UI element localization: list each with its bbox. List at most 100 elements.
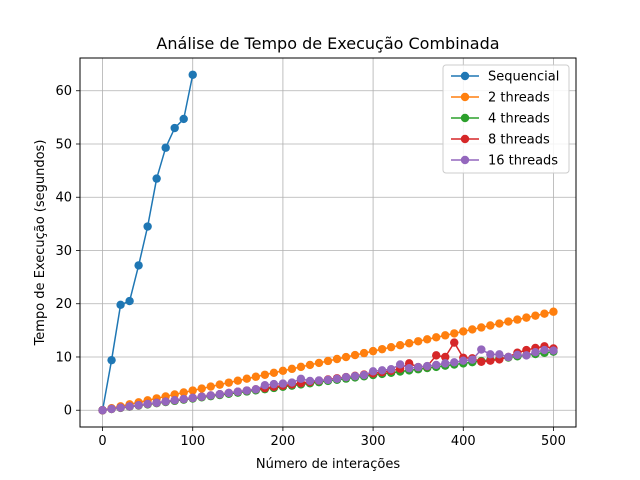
- data-point: [125, 296, 134, 306]
- data-point: [377, 344, 387, 354]
- y-axis-title: Tempo de Execução (segundos): [33, 140, 48, 347]
- data-point: [269, 379, 279, 389]
- legend-marker: [460, 92, 470, 102]
- legend-item: 8 threads: [451, 133, 550, 148]
- data-point: [260, 370, 270, 379]
- series-16-threads: [98, 345, 558, 415]
- data-point: [531, 311, 540, 320]
- grid-lines: [80, 58, 576, 427]
- legend-item: Sequencial: [451, 70, 559, 85]
- data-point: [477, 357, 486, 366]
- data-point: [125, 402, 134, 411]
- series-area: [98, 70, 558, 415]
- legend-label: 2 threads: [488, 91, 550, 106]
- data-point: [143, 399, 152, 409]
- legend-item: 16 threads: [451, 154, 558, 169]
- data-point: [395, 341, 405, 350]
- data-point: [395, 360, 405, 369]
- data-point: [486, 321, 495, 330]
- data-point: [287, 378, 297, 387]
- data-point: [170, 396, 179, 405]
- data-point: [197, 392, 206, 401]
- data-point: [296, 362, 306, 372]
- data-point: [468, 355, 477, 364]
- chart-title: Análise de Tempo de Execução Combinada: [156, 34, 499, 53]
- data-point: [287, 364, 297, 374]
- data-point: [432, 351, 441, 360]
- data-point: [179, 114, 188, 124]
- data-point: [206, 391, 215, 400]
- legend-marker: [460, 134, 470, 144]
- data-point: [233, 376, 243, 385]
- data-point: [188, 386, 197, 395]
- legend-marker: [460, 113, 470, 123]
- data-point: [98, 406, 107, 415]
- data-point: [197, 384, 206, 393]
- legend-marker: [460, 155, 470, 165]
- data-point: [468, 325, 477, 334]
- data-point: [134, 400, 143, 410]
- data-point: [332, 374, 342, 384]
- data-point: [143, 222, 152, 231]
- data-point: [549, 307, 558, 316]
- data-point: [251, 372, 261, 381]
- data-point: [540, 345, 549, 355]
- legend: Sequencial 2 threads 4 threads 8 threads 16 …: [442, 64, 570, 174]
- data-point: [441, 359, 450, 368]
- data-point: [161, 397, 170, 406]
- data-point: [152, 174, 161, 183]
- data-point: [549, 346, 558, 355]
- data-point: [179, 388, 188, 397]
- legend-item: 2 threads: [451, 91, 550, 106]
- data-point: [233, 387, 243, 396]
- x-tick-label: 400: [451, 434, 476, 449]
- y-tick-label: 0: [64, 404, 72, 419]
- data-point: [341, 373, 351, 382]
- data-point: [260, 381, 270, 390]
- data-point: [386, 365, 396, 374]
- data-point: [134, 261, 143, 270]
- y-tick-label: 30: [55, 244, 72, 259]
- data-point: [242, 386, 252, 395]
- legend-label: 4 threads: [488, 112, 550, 127]
- data-point: [170, 123, 179, 133]
- y-tick-label: 40: [55, 191, 72, 206]
- data-point: [215, 390, 224, 399]
- data-point: [504, 317, 513, 326]
- data-point: [423, 361, 432, 371]
- data-point: [522, 313, 531, 322]
- x-axis-title: Número de interações: [256, 457, 401, 472]
- data-point: [377, 366, 387, 375]
- data-point: [224, 378, 233, 387]
- data-point: [314, 358, 324, 368]
- y-tick-label: 10: [55, 350, 72, 365]
- data-point: [107, 404, 116, 414]
- data-point: [432, 333, 441, 342]
- data-point: [495, 319, 504, 328]
- data-point: [504, 352, 513, 362]
- data-point: [386, 342, 396, 352]
- data-point: [495, 350, 504, 359]
- axis-ticks: 0 100 200 300 400 500 0 10 20 30 40 50 60: [55, 84, 565, 449]
- legend-label: 8 threads: [488, 133, 550, 148]
- data-point: [251, 385, 261, 394]
- data-point: [332, 354, 342, 364]
- data-point: [116, 403, 125, 412]
- y-tick-label: 60: [55, 84, 72, 99]
- data-point: [206, 382, 215, 391]
- data-point: [441, 331, 450, 340]
- data-point: [215, 380, 224, 389]
- data-point: [413, 362, 423, 372]
- data-point: [368, 367, 378, 376]
- data-point: [441, 352, 450, 362]
- x-tick-label: 300: [361, 434, 386, 449]
- data-point: [242, 374, 252, 383]
- data-point: [278, 379, 288, 388]
- data-point: [269, 368, 279, 377]
- x-tick-label: 0: [98, 434, 106, 449]
- data-point: [305, 376, 315, 386]
- x-tick-label: 500: [541, 434, 566, 449]
- data-point: [522, 351, 531, 360]
- legend-box: [442, 64, 570, 174]
- legend-marker: [460, 71, 470, 81]
